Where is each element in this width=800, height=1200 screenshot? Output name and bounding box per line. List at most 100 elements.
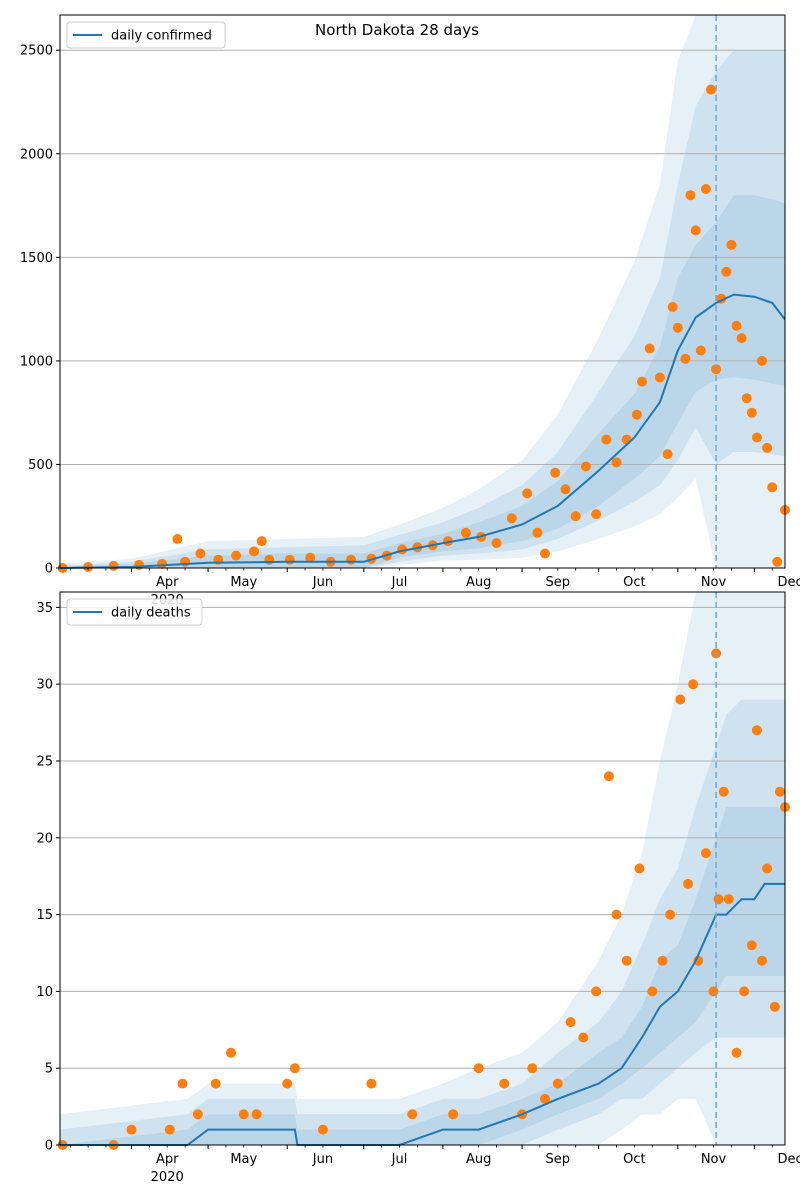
confirmed-observed-point (172, 534, 183, 544)
confirmed-observed-point (690, 225, 701, 236)
deaths-gridlines (60, 606, 785, 1069)
confirmed-plot-frame (59, 14, 786, 569)
confirmed-observed-point (506, 513, 517, 524)
confirmed-observed-point (256, 536, 267, 547)
deaths-legend: daily deaths (66, 598, 203, 626)
deaths-observed-point (289, 1063, 300, 1074)
confirmed-y-tick-label: 1500 (20, 251, 53, 266)
deaths-observed-point (634, 863, 645, 874)
confirmed-observed-point (580, 461, 591, 472)
deaths-observed-point (527, 1063, 538, 1074)
deaths-x-month-label: Sep (546, 1152, 571, 1167)
confirmed-observed-point (180, 556, 191, 567)
deaths-x-month-label: Dec (778, 1152, 800, 1167)
deaths-observed-point (251, 1109, 262, 1120)
deaths-observed-point (177, 1078, 188, 1089)
deaths-observed-point (126, 1124, 137, 1135)
deaths-observed-point (708, 986, 719, 997)
deaths-x-month-label: Jun (312, 1152, 333, 1167)
figure-title: North Dakota 28 days (315, 21, 479, 39)
deaths-x-month-label: Nov (701, 1152, 727, 1167)
confirmed-band-1 (60, 195, 785, 568)
deaths-observed-points (57, 648, 790, 1150)
confirmed-observed-point (736, 333, 747, 344)
deaths-x-month-label: Oct (623, 1152, 645, 1167)
deaths-plot-frame (59, 591, 786, 1146)
confirmed-observed-points (57, 84, 790, 573)
confirmed-y-axis: 0 500 1000 1500 2000 2500 (20, 44, 60, 577)
deaths-y-tick-label: 10 (36, 985, 53, 1000)
confirmed-observed-point (570, 511, 581, 522)
deaths-observed-point (683, 878, 693, 889)
deaths-observed-point (473, 1063, 484, 1074)
deaths-observed-point (164, 1124, 175, 1135)
confirmed-gridlines (60, 49, 785, 465)
deaths-observed-point (591, 986, 602, 997)
deaths-observed-point (621, 955, 632, 966)
confirmed-observed-point (611, 457, 622, 468)
deaths-model-line (60, 882, 785, 1146)
confirmed-x-month-label: May (230, 575, 257, 590)
deaths-y-axis: 0 5 10 15 20 25 30 35 (36, 601, 60, 1154)
deaths-observed-point (611, 909, 622, 920)
confirmed-observed-point (757, 355, 767, 366)
deaths-observed-point (238, 1109, 249, 1120)
deaths-observed-point (192, 1109, 203, 1120)
deaths-observed-point (366, 1078, 377, 1089)
confirmed-observed-point (726, 239, 737, 250)
deaths-observed-point (718, 786, 729, 797)
confirmed-observed-point (601, 434, 612, 445)
confirmed-observed-point (522, 488, 533, 499)
confirmed-observed-point (560, 484, 571, 495)
deaths-observed-point (603, 771, 614, 782)
confirmed-y-tick-label: 2000 (20, 147, 53, 162)
confirmed-model-series-line (59, 293, 786, 569)
confirmed-observed-point (631, 409, 642, 420)
confirmed-observed-point (731, 320, 742, 331)
confirmed-x-month-label: Oct (623, 575, 645, 590)
deaths-observed-point (675, 694, 686, 705)
confirmed-band-3 (60, 15, 785, 568)
deaths-observed-point (448, 1109, 459, 1120)
confirmed-panel: 0 500 1000 1500 2000 2500 Apr May Jun Jul Aug Sep O… (20, 14, 800, 608)
confirmed-observed-point (751, 432, 762, 443)
confirmed-x-month-label: Jun (312, 575, 333, 590)
deaths-panel: 0 5 10 15 20 25 30 35 Apr May Jun Jul Aug Sep Oct Nov D… (36, 591, 800, 1185)
deaths-y-tick-label: 35 (36, 601, 53, 616)
deaths-observed-point (762, 863, 773, 874)
deaths-legend-label: daily deaths (111, 606, 191, 621)
deaths-observed-point (407, 1109, 418, 1120)
deaths-observed-point (693, 955, 704, 966)
deaths-observed-point (723, 894, 734, 905)
confirmed-observed-point (591, 509, 602, 520)
confirmed-x-month-label: Nov (701, 575, 727, 590)
deaths-observed-point (317, 1124, 328, 1135)
deaths-y-tick-label: 20 (36, 831, 53, 846)
confirmed-observed-point (346, 554, 356, 565)
deaths-observed-point (565, 1017, 576, 1028)
confirmed-y-tick-label: 500 (28, 458, 53, 473)
confirmed-x-month-label: Sep (546, 575, 571, 590)
deaths-observed-point (282, 1078, 293, 1089)
confirmed-observed-point (662, 449, 673, 460)
deaths-observed-point (688, 679, 699, 690)
confirmed-observed-point (108, 560, 119, 571)
confirmed-observed-point (721, 266, 732, 277)
deaths-observed-point (499, 1078, 510, 1089)
deaths-observed-point (657, 955, 668, 966)
confirmed-observed-point (762, 442, 773, 453)
deaths-observed-point (647, 986, 658, 997)
confirmed-observed-point (772, 556, 783, 567)
confirmed-y-tick-label: 0 (45, 562, 53, 577)
confirmed-observed-point (491, 538, 502, 549)
confirmed-observed-point (550, 467, 561, 478)
deaths-y-tick-label: 5 (45, 1062, 53, 1077)
deaths-observed-point (713, 894, 724, 905)
deaths-observed-point (731, 1047, 742, 1058)
confirmed-observed-point (195, 548, 206, 559)
confirmed-observed-point (264, 554, 275, 565)
deaths-band-2 (60, 699, 785, 1145)
deaths-observed-point (774, 786, 785, 797)
deaths-band-1 (60, 807, 785, 1145)
